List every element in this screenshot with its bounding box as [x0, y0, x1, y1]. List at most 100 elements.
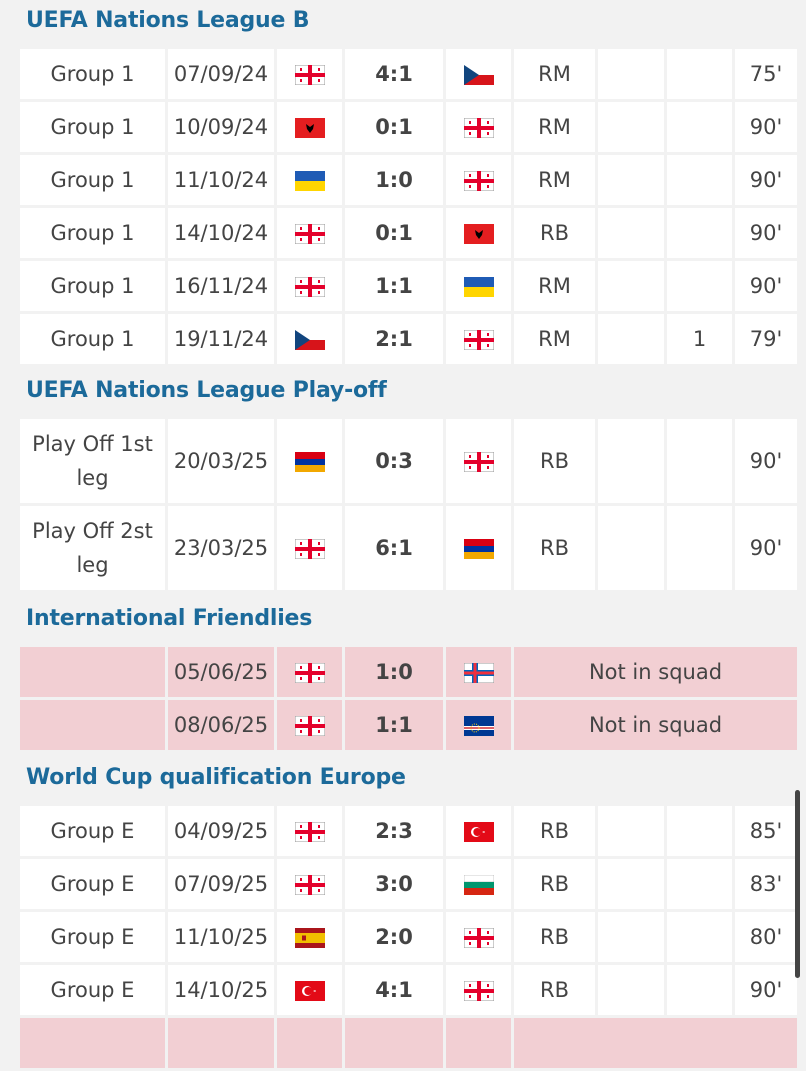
table-row[interactable]: Group 1 11/10/24 1:0 RM 90' — [20, 155, 797, 205]
table-row[interactable]: Group 1 16/11/24 1:1 RM 90' — [20, 261, 797, 311]
match-table: Play Off 1st leg 20/03/25 0:3 RB 90' Pla… — [17, 416, 800, 593]
table-row[interactable]: Group 1 19/11/24 2:1 RM 1 79' — [20, 314, 797, 364]
status-cell: Not in squad — [514, 647, 798, 697]
score-link[interactable]: 6:1 — [345, 506, 443, 590]
score-link[interactable]: 1:0 — [345, 155, 443, 205]
position-cell: RM — [514, 155, 595, 205]
away-flag-cell — [446, 261, 511, 311]
empty-cell — [345, 1018, 443, 1068]
match-table: 05/06/25 1:0 Not in squad 08/06/25 1:1 N… — [17, 644, 800, 753]
score-link[interactable]: 0:3 — [345, 419, 443, 503]
away-flag-cell — [446, 155, 511, 205]
date-cell: 14/10/24 — [168, 208, 274, 258]
competition-cell: Group E — [20, 806, 165, 856]
table-row[interactable]: Group E 14/10/25 4:1 RB 90' — [20, 965, 797, 1015]
score-link[interactable]: 1:0 — [345, 647, 443, 697]
position-cell: RB — [514, 506, 595, 590]
table-row[interactable]: Group 1 07/09/24 4:1 RM 75' — [20, 49, 797, 99]
section-title: World Cup qualification Europe — [26, 765, 406, 790]
competition-cell: Group 1 — [20, 155, 165, 205]
assists-cell — [667, 419, 732, 503]
georgia-flag-icon — [463, 452, 494, 472]
assists-cell — [667, 859, 732, 909]
position-cell: RB — [514, 806, 595, 856]
home-flag-cell — [277, 314, 342, 364]
table-row[interactable]: Group E 11/10/25 2:0 RB 80' — [20, 912, 797, 962]
position-cell: RM — [514, 314, 595, 364]
away-flag-cell — [446, 49, 511, 99]
home-flag-cell — [277, 506, 342, 590]
armenia-flag-icon — [463, 539, 494, 559]
score-link[interactable]: 2:0 — [345, 912, 443, 962]
goals-cell — [598, 102, 664, 152]
georgia-flag-icon — [294, 277, 325, 297]
goals-cell — [598, 261, 664, 311]
score-link[interactable]: 1:1 — [345, 261, 443, 311]
table-row[interactable]: Play Off 1st leg 20/03/25 0:3 RB 90' — [20, 419, 797, 503]
score-link[interactable]: 2:3 — [345, 806, 443, 856]
goals-cell — [598, 912, 664, 962]
table-row[interactable]: Group 1 10/09/24 0:1 RM 90' — [20, 102, 797, 152]
assists-cell — [667, 912, 732, 962]
match-table: Group E 04/09/25 2:3 RB 85' Group E 07/0… — [17, 803, 800, 1071]
score-link[interactable]: 0:1 — [345, 102, 443, 152]
table-row[interactable]: 05/06/25 1:0 Not in squad — [20, 647, 798, 697]
assists-cell — [667, 806, 732, 856]
goals-cell — [598, 806, 664, 856]
score-link[interactable]: 2:1 — [345, 314, 443, 364]
away-flag-cell — [446, 859, 511, 909]
away-flag-cell — [446, 419, 511, 503]
home-flag-cell — [277, 806, 342, 856]
turkey-flag-icon — [294, 981, 325, 1001]
status-cell: Not in squad — [514, 700, 798, 750]
score-link[interactable]: 3:0 — [345, 859, 443, 909]
section-title: International Friendlies — [26, 606, 313, 631]
minutes-cell: 90' — [735, 155, 797, 205]
position-cell: RB — [514, 208, 595, 258]
georgia-flag-icon — [463, 330, 494, 350]
away-flag-cell — [446, 647, 511, 697]
home-flag-cell — [277, 912, 342, 962]
away-flag-cell — [446, 506, 511, 590]
minutes-cell: 79' — [735, 314, 797, 364]
score-link[interactable]: 1:1 — [345, 700, 443, 750]
assists-cell — [667, 102, 732, 152]
competition-cell — [20, 700, 165, 750]
score-link[interactable]: 4:1 — [345, 965, 443, 1015]
table-row[interactable]: Group E 07/09/25 3:0 RB 83' — [20, 859, 797, 909]
score-link[interactable]: 4:1 — [345, 49, 443, 99]
away-flag-cell — [446, 102, 511, 152]
home-flag-cell — [277, 965, 342, 1015]
georgia-flag-icon — [294, 663, 325, 683]
competition-cell: Group 1 — [20, 314, 165, 364]
away-flag-cell — [446, 208, 511, 258]
competition-cell: Group E — [20, 965, 165, 1015]
georgia-flag-icon — [294, 224, 325, 244]
scrollbar[interactable] — [795, 790, 800, 978]
assists-cell — [667, 49, 732, 99]
position-cell: RB — [514, 912, 595, 962]
goals-cell — [598, 49, 664, 99]
cape-verde-flag-icon — [463, 716, 494, 736]
minutes-cell: 90' — [735, 261, 797, 311]
czechia-flag-icon — [463, 65, 494, 85]
goals-cell — [598, 965, 664, 1015]
score-link[interactable]: 0:1 — [345, 208, 443, 258]
date-cell: 07/09/24 — [168, 49, 274, 99]
table-row[interactable]: Play Off 2st leg 23/03/25 6:1 RB 90' — [20, 506, 797, 590]
table-row[interactable]: 08/06/25 1:1 Not in squad — [20, 700, 798, 750]
faroe-islands-flag-icon — [463, 663, 494, 683]
table-row[interactable]: Group E 04/09/25 2:3 RB 85' — [20, 806, 797, 856]
away-flag-cell — [446, 806, 511, 856]
table-row[interactable] — [20, 1018, 797, 1068]
ukraine-flag-icon — [463, 277, 494, 297]
bulgaria-flag-icon — [463, 875, 494, 895]
home-flag-cell — [277, 208, 342, 258]
date-cell: 08/06/25 — [168, 700, 274, 750]
date-cell: 05/06/25 — [168, 647, 274, 697]
date-cell: 20/03/25 — [168, 419, 274, 503]
position-cell: RB — [514, 419, 595, 503]
georgia-flag-icon — [463, 171, 494, 191]
georgia-flag-icon — [294, 716, 325, 736]
table-row[interactable]: Group 1 14/10/24 0:1 RB 90' — [20, 208, 797, 258]
